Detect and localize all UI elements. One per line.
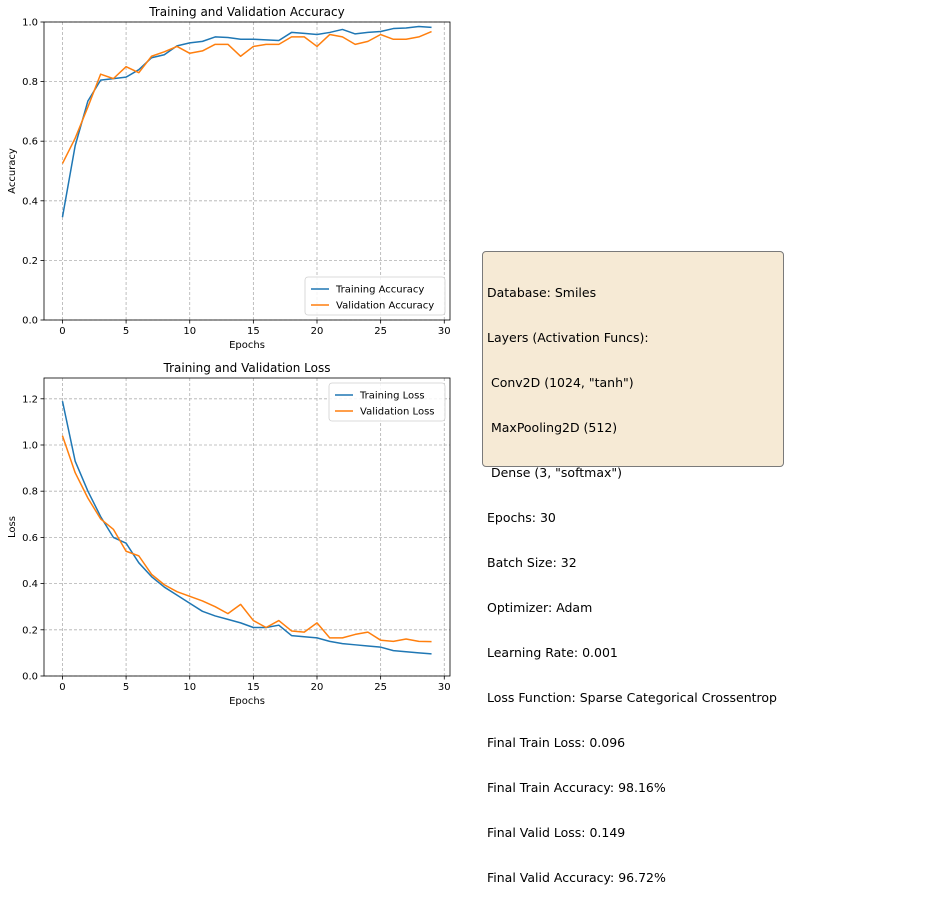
series-line	[61, 30, 432, 164]
x-tick-label: 5	[123, 682, 129, 693]
y-axis-label: Accuracy	[7, 148, 18, 194]
x-tick-label: 15	[247, 682, 260, 693]
x-tick-label: 0	[59, 682, 65, 693]
y-tick-label: 0.4	[22, 579, 38, 590]
chart-accuracy: 0 5 10 15 20 25 30 0.0 0.2 0.4 0.6 0.8 1.0 Training a…	[7, 5, 451, 351]
chart-title: Training and Validation Loss	[163, 361, 331, 375]
info-line: Learning Rate: 0.001	[487, 645, 618, 660]
y-tick-label: 0.0	[22, 672, 38, 683]
y-tick-label: 0.8	[22, 77, 38, 88]
series-line	[61, 435, 432, 643]
x-tick-label: 30	[438, 326, 451, 337]
y-tick-label: 0.8	[22, 487, 38, 498]
y-tick-label: 0.4	[22, 196, 38, 207]
x-axis-label: Epochs	[229, 340, 265, 351]
axes-frame	[43, 21, 451, 321]
legend-frame	[328, 382, 446, 422]
info-line: Epochs: 30	[487, 510, 556, 525]
legend-label: Training Loss	[359, 391, 425, 402]
series-line	[61, 400, 432, 655]
legend: Training Accuracy Validation Accuracy	[304, 276, 446, 316]
legend-label: Validation Accuracy	[336, 301, 434, 312]
info-line: Database: Smiles	[487, 285, 597, 300]
model-info-box: Database: Smiles Layers (Activation Func…	[482, 251, 784, 885]
info-line: Final Train Loss: 0.096	[487, 735, 626, 750]
x-tick-label: 15	[247, 326, 260, 337]
x-tick-label: 30	[438, 682, 451, 693]
info-line: Batch Size: 32	[487, 555, 577, 570]
x-tick-label: 20	[311, 682, 324, 693]
y-tick-label: 0.2	[22, 625, 38, 636]
info-line: Dense (3, "softmax")	[487, 465, 623, 480]
axes-frame	[43, 377, 451, 677]
info-line: Conv2D (1024, "tanh")	[487, 375, 634, 390]
y-tick-label: 0.2	[22, 256, 38, 267]
info-line: Layers (Activation Funcs):	[487, 330, 649, 345]
x-tick-label: 5	[123, 326, 129, 337]
x-tick-label: 0	[59, 326, 65, 337]
legend-label: Training Accuracy	[335, 285, 424, 296]
x-tick-label: 20	[311, 326, 324, 337]
chart-loss: 0 5 10 15 20 25 30 0.0 0.2 0.4 0.6 0.8 1.0 1.2 Trainin…	[7, 361, 451, 707]
y-tick-label: 1.0	[22, 440, 38, 451]
info-line: Final Train Accuracy: 98.16%	[487, 780, 666, 795]
info-line: Loss Function: Sparse Categorical Crosse…	[487, 690, 777, 705]
x-tick-label: 10	[183, 326, 196, 337]
figure-canvas: 0 5 10 15 20 25 30 0.0 0.2 0.4 0.6 0.8 1.0 Training a…	[7, 5, 451, 707]
x-axis-label: Epochs	[229, 696, 265, 707]
x-tick-label: 25	[374, 682, 387, 693]
info-line: Final Valid Loss: 0.149	[487, 825, 626, 840]
x-tick-label: 10	[183, 682, 196, 693]
chart-title: Training and Validation Accuracy	[148, 5, 344, 19]
y-axis-label: Loss	[7, 516, 18, 538]
info-line: MaxPooling2D (512)	[487, 420, 618, 435]
y-tick-label: 0.6	[22, 137, 38, 148]
info-line: Final Valid Accuracy: 96.72%	[487, 870, 666, 885]
legend-label: Validation Loss	[360, 407, 435, 418]
y-tick-label: 1.2	[22, 394, 38, 405]
x-tick-label: 25	[374, 326, 387, 337]
y-tick-label: 1.0	[22, 18, 38, 29]
legend: Training Loss Validation Loss	[328, 382, 446, 422]
series-line	[61, 25, 432, 218]
y-tick-label: 0.6	[22, 533, 38, 544]
info-line: Optimizer: Adam	[487, 600, 593, 615]
legend-frame	[304, 276, 446, 316]
y-tick-label: 0.0	[22, 316, 38, 327]
